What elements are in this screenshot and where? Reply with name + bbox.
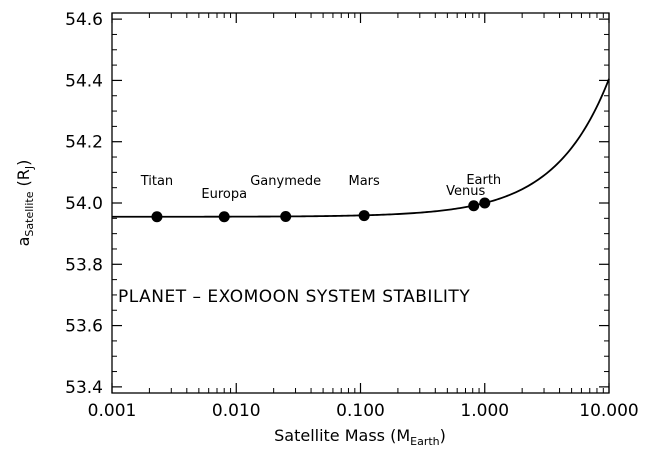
x-tick-label-1: 0.010: [212, 401, 261, 421]
x-tick-label-2: 0.100: [336, 401, 385, 421]
point-label-titan: Titan: [140, 174, 173, 189]
x-axis-title-main: Satellite Mass (M: [274, 426, 410, 445]
y-tick-label-0: 53.4: [65, 378, 103, 398]
point-label-europa: Europa: [201, 187, 247, 202]
y-tick-label-6: 54.6: [65, 10, 103, 30]
plot-frame: [111, 12, 610, 394]
point-earth: [479, 197, 491, 209]
point-label-ganymede: Ganymede: [250, 174, 321, 189]
tick-labels: 0.001 0.010 0.100 1.000 10.000 53.4 53.6 53.8 54…: [65, 10, 639, 421]
point-label-venus: Venus: [446, 184, 485, 199]
point-mars: [358, 210, 370, 222]
ticks: [111, 13, 610, 393]
x-axis-title-end: ): [440, 426, 446, 445]
data-points: [151, 197, 491, 223]
x-tick-label-0: 0.001: [88, 401, 137, 421]
annotation-text: PLANET – EXOMOON SYSTEM STABILITY: [118, 287, 470, 307]
point-titan: [151, 211, 163, 223]
y-tick-label-1: 53.6: [65, 317, 103, 337]
y-tick-label-3: 54.0: [65, 194, 103, 214]
y-axis-title-rest: (R: [14, 169, 33, 191]
point-label-earth: Earth: [466, 173, 501, 188]
point-label-mars: Mars: [348, 174, 380, 189]
y-tick-label-4: 54.2: [65, 133, 103, 153]
point-venus: [468, 200, 480, 212]
point-europa: [218, 211, 230, 223]
x-tick-label-3: 1.000: [460, 401, 509, 421]
y-axis-title-end: ): [14, 160, 33, 166]
x-axis-title: Satellite Mass (MEarth): [274, 426, 446, 448]
y-tick-label-2: 53.8: [65, 255, 103, 275]
y-axis-title: aSatellite (RJ): [14, 160, 36, 247]
y-axis-title-subscript: Satellite: [23, 191, 36, 236]
stability-curve: [112, 78, 610, 218]
x-tick-label-4: 10.000: [579, 401, 638, 421]
point-ganymede: [280, 210, 292, 222]
x-axis-title-subscript: Earth: [410, 435, 440, 448]
y-axis-title-subscript2: J: [23, 166, 36, 170]
y-axis-title-main: a: [14, 237, 33, 247]
y-tick-label-5: 54.4: [65, 71, 103, 91]
